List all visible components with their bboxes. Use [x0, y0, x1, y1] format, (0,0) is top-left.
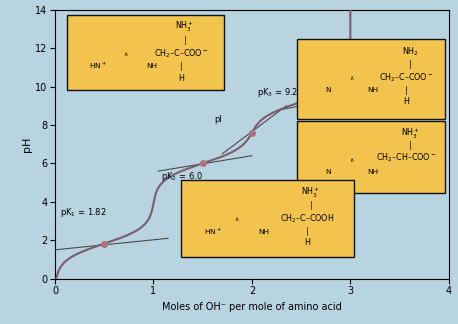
Text: NH$_3^+$: NH$_3^+$ [175, 20, 195, 34]
Text: |: | [310, 201, 312, 210]
Text: NH$_3^+$: NH$_3^+$ [301, 185, 321, 200]
Text: H: H [403, 97, 409, 106]
Text: NH: NH [258, 228, 269, 235]
Text: |: | [409, 141, 412, 150]
Text: N: N [325, 169, 331, 175]
Text: H: H [178, 74, 184, 83]
X-axis label: Moles of OH⁻ per mole of amino acid: Moles of OH⁻ per mole of amino acid [162, 302, 342, 312]
Text: CH$_2$–CH–COO$^-$: CH$_2$–CH–COO$^-$ [376, 151, 437, 164]
Point [298, 99, 305, 105]
Text: ∧: ∧ [234, 217, 238, 222]
FancyBboxPatch shape [297, 121, 445, 192]
Text: |: | [306, 227, 308, 236]
Text: pI: pI [214, 115, 222, 124]
Point [248, 130, 256, 135]
Text: NH: NH [367, 169, 378, 175]
Text: ∧: ∧ [349, 76, 354, 81]
FancyBboxPatch shape [67, 15, 224, 90]
Text: NH$_2$: NH$_2$ [402, 45, 419, 58]
Text: NH$_3^+$: NH$_3^+$ [401, 126, 420, 141]
FancyBboxPatch shape [181, 180, 354, 257]
Point [199, 161, 206, 166]
Text: H: H [304, 238, 310, 247]
Text: pK$_3$ = 9.2: pK$_3$ = 9.2 [257, 86, 298, 99]
Text: pK$_1$ = 1.82: pK$_1$ = 1.82 [60, 206, 107, 219]
Text: |: | [405, 86, 408, 95]
Text: HN$^+$: HN$^+$ [89, 61, 107, 71]
Text: NH: NH [367, 87, 378, 93]
Text: |: | [180, 62, 182, 71]
Point [100, 241, 108, 246]
Text: HN$^+$: HN$^+$ [203, 226, 222, 237]
Text: NH: NH [146, 63, 157, 69]
Text: ∧: ∧ [124, 52, 128, 57]
Text: CH$_2$–C–COO$^-$: CH$_2$–C–COO$^-$ [154, 48, 208, 60]
Text: pK$_2$ = 6.0: pK$_2$ = 6.0 [161, 170, 203, 183]
Y-axis label: pH: pH [22, 136, 32, 152]
Text: |: | [409, 60, 412, 69]
Text: CH$_2$–C–COOH: CH$_2$–C–COOH [280, 213, 334, 225]
FancyBboxPatch shape [297, 39, 445, 119]
Text: |: | [184, 36, 186, 45]
Text: CH$_2$–C–COO$^-$: CH$_2$–C–COO$^-$ [379, 72, 434, 84]
Text: ∧: ∧ [349, 158, 354, 163]
Text: N: N [325, 87, 331, 93]
